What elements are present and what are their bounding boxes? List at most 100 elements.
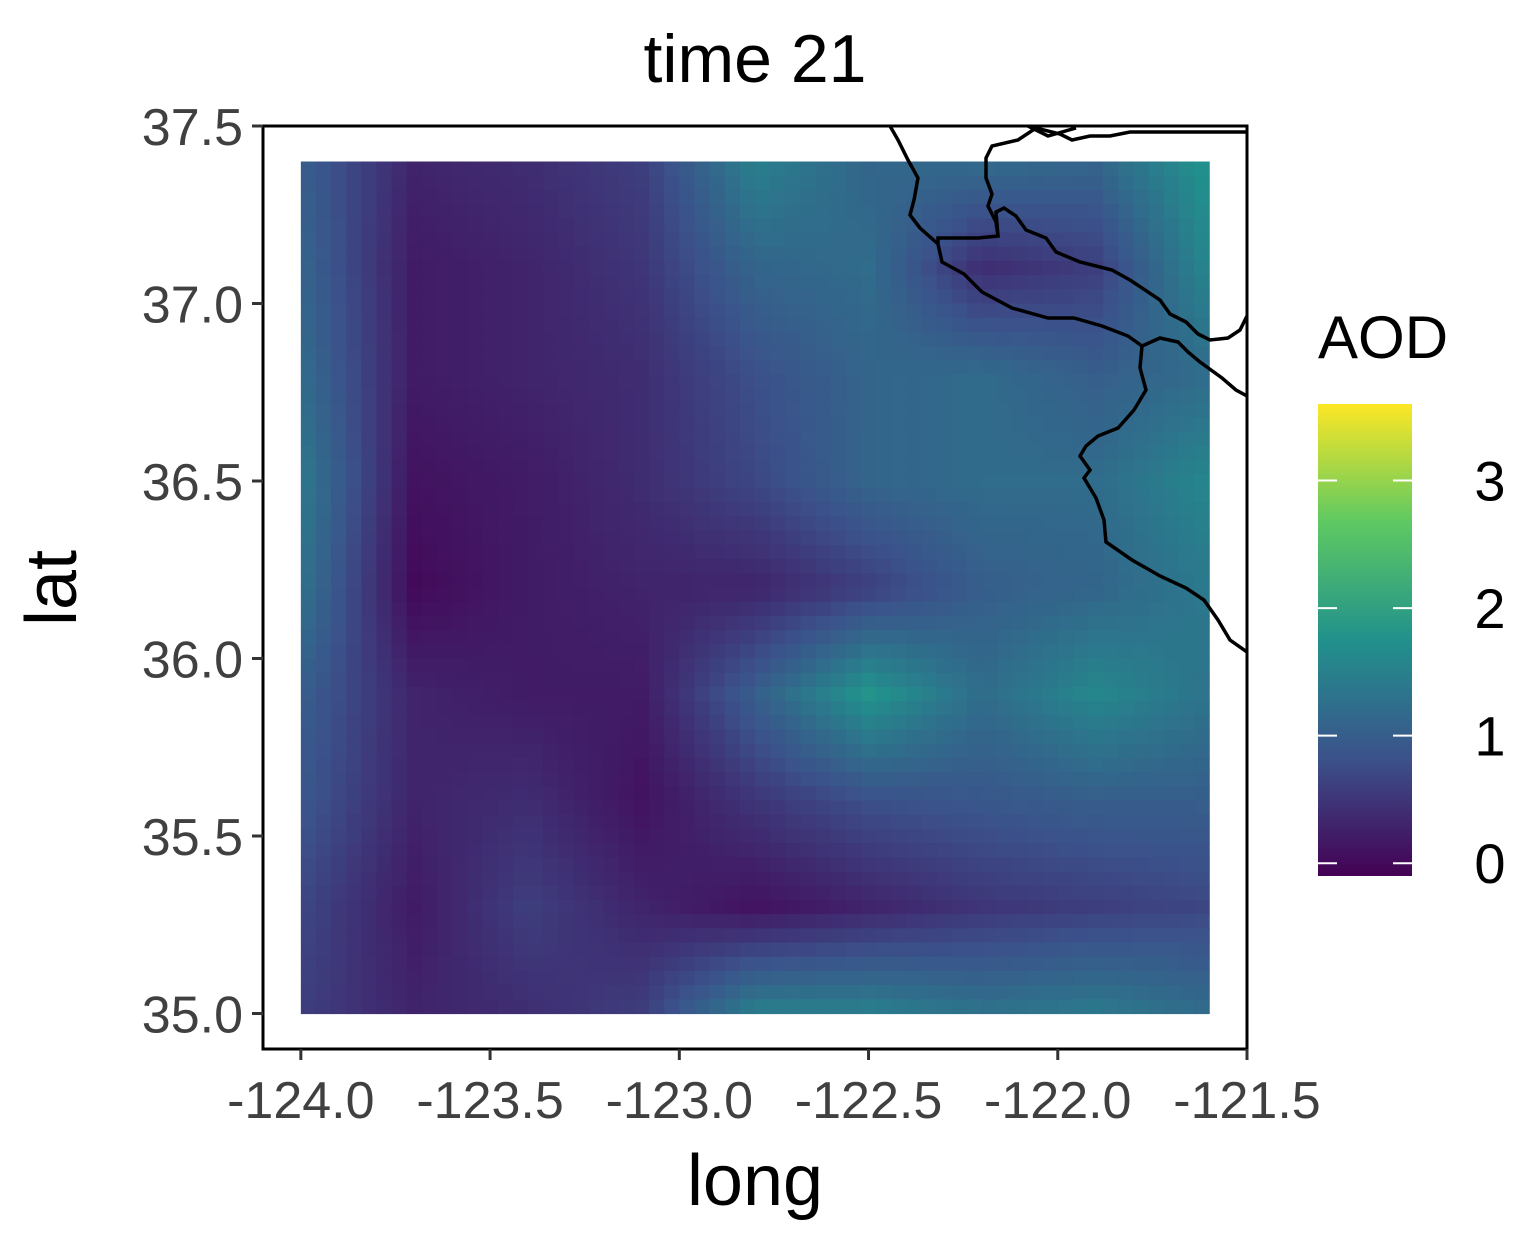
heatmap-cell (467, 686, 484, 702)
heatmap-cell (346, 374, 362, 390)
heatmap-cell (482, 260, 499, 276)
heatmap-cell (573, 218, 590, 234)
heatmap-cell (1148, 658, 1165, 674)
heatmap-cell (724, 331, 741, 347)
heatmap-cell (906, 275, 923, 290)
heatmap-cell (361, 573, 378, 589)
heatmap-cell (724, 757, 741, 773)
heatmap-cell (876, 772, 892, 787)
heatmap-cell (361, 928, 378, 944)
heatmap-cell (331, 786, 347, 802)
heatmap-cell (1163, 914, 1180, 929)
heatmap-cell (497, 715, 514, 731)
heatmap-cell (437, 488, 453, 503)
heatmap-cell (391, 630, 408, 645)
heatmap-cell (452, 729, 468, 745)
heatmap-cell (497, 601, 514, 617)
heatmap-cell (1118, 857, 1135, 873)
plot-panel-border (261, 124, 1249, 1051)
heatmap-cell (694, 331, 711, 347)
heatmap-cell (1163, 885, 1180, 901)
heatmap-cell (331, 644, 347, 660)
heatmap-cell (1027, 559, 1044, 574)
heatmap-cell (527, 360, 544, 376)
heatmap-cell (391, 246, 408, 262)
heatmap-cell (1088, 814, 1104, 830)
heatmap-cell (860, 715, 877, 731)
heatmap-cell (452, 814, 468, 830)
heatmap-cell (603, 800, 620, 816)
heatmap-cell (482, 402, 499, 418)
heatmap-cell (724, 374, 741, 390)
heatmap-cell (406, 559, 423, 574)
heatmap-cell (951, 928, 968, 944)
heatmap-cell (951, 757, 968, 773)
heatmap-cell (1178, 459, 1195, 475)
heatmap-cell (785, 729, 802, 745)
heatmap-cell (755, 260, 771, 276)
heatmap-cell (543, 232, 559, 248)
heatmap-cell (618, 431, 635, 447)
heatmap-cell (1042, 473, 1059, 489)
heatmap-cell (845, 800, 862, 816)
heatmap-cell (694, 204, 711, 219)
heatmap-cell (452, 232, 468, 248)
heatmap-cell (391, 303, 408, 319)
heatmap-cell (527, 985, 544, 1000)
heatmap-cell (785, 715, 802, 731)
heatmap-cell (694, 459, 711, 475)
heatmap-cell (982, 843, 998, 858)
heatmap-cell (618, 942, 635, 958)
heatmap-cell (346, 843, 362, 858)
heatmap-cell (603, 317, 620, 333)
heatmap-cell (1194, 729, 1210, 745)
heatmap-cell (1133, 601, 1150, 617)
heatmap-cell (815, 559, 832, 574)
heatmap-cell (785, 445, 802, 461)
heatmap-cell (815, 970, 832, 986)
heatmap-cell (815, 857, 832, 873)
heatmap-cell (982, 488, 998, 503)
heatmap-cell (1178, 658, 1195, 674)
heatmap-cell (482, 360, 499, 376)
heatmap-cell (467, 658, 484, 674)
heatmap-cell (951, 786, 968, 802)
heatmap-cell (603, 502, 620, 518)
heatmap-cell (997, 473, 1013, 489)
heatmap-cell (997, 743, 1013, 759)
heatmap-cell (1148, 885, 1165, 901)
heatmap-cell (497, 956, 514, 972)
heatmap-cell (633, 615, 650, 631)
heatmap-cell (1042, 544, 1059, 560)
heatmap-cell (860, 743, 877, 759)
heatmap-cell (649, 516, 665, 532)
heatmap-cell (315, 743, 332, 759)
heatmap-cell (664, 942, 680, 958)
heatmap-cell (452, 800, 468, 816)
heatmap-cell (527, 757, 544, 773)
heatmap-cell (860, 885, 877, 901)
heatmap-cell (921, 985, 938, 1000)
heatmap-cell (1133, 246, 1150, 262)
heatmap-cell (951, 331, 968, 347)
heatmap-cell (694, 899, 711, 915)
heatmap-cell (891, 857, 907, 873)
heatmap-cell (331, 828, 347, 844)
heatmap-cell (1027, 658, 1044, 674)
heatmap-cell (300, 899, 317, 915)
heatmap-cell (376, 814, 393, 830)
heatmap-cell (497, 970, 514, 986)
heatmap-cell (1194, 289, 1210, 305)
heatmap-cell (891, 417, 907, 432)
heatmap-cell (1163, 459, 1180, 475)
heatmap-cell (467, 985, 484, 1000)
heatmap-cell (573, 786, 590, 802)
heatmap-cell (1118, 360, 1135, 376)
heatmap-cell (1072, 999, 1089, 1015)
heatmap-cell (1072, 218, 1089, 234)
heatmap-cell (588, 644, 605, 660)
heatmap-cell (1088, 871, 1104, 887)
heatmap-cell (543, 559, 559, 574)
heatmap-cell (845, 417, 862, 432)
heatmap-cell (649, 743, 665, 759)
